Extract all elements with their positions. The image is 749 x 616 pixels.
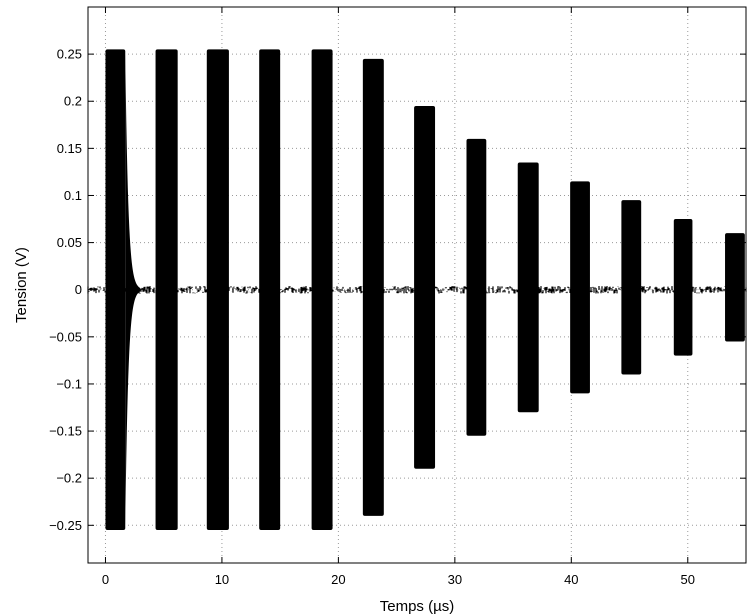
y-tick-label: 0.15	[57, 141, 82, 156]
x-tick-label: 40	[564, 572, 578, 587]
x-tick-label: 10	[215, 572, 229, 587]
x-tick-label: 20	[331, 572, 345, 587]
y-tick-label: −0.15	[49, 424, 82, 439]
y-tick-label: −0.25	[49, 518, 82, 533]
y-tick-label: 0	[75, 282, 82, 297]
y-tick-label: −0.2	[56, 471, 82, 486]
y-tick-label: −0.1	[56, 376, 82, 391]
plot-frame	[87, 6, 747, 564]
y-tick-label: 0.2	[64, 94, 82, 109]
y-tick-label: 0.1	[64, 188, 82, 203]
y-axis-label: Tension (V)	[13, 247, 30, 323]
x-axis-label: Temps (µs)	[380, 598, 454, 615]
burst	[621, 200, 642, 375]
burst	[725, 233, 745, 342]
ringdown-envelope	[125, 54, 141, 526]
burst	[466, 138, 487, 436]
burst	[311, 49, 333, 531]
burst	[105, 49, 126, 531]
x-tick-label: 0	[102, 572, 109, 587]
burst	[570, 181, 590, 394]
burst	[673, 219, 693, 356]
burst	[259, 49, 281, 531]
burst	[206, 49, 229, 531]
signal-plot	[87, 49, 747, 531]
y-tick-label: −0.05	[49, 329, 82, 344]
burst	[517, 162, 539, 413]
y-tick-label: 0.05	[57, 235, 82, 250]
x-tick-label: 50	[681, 572, 695, 587]
y-tick-label: 0.25	[57, 47, 82, 62]
x-tick-label: 30	[448, 572, 462, 587]
axes: 0 10 20 30 40 50 0.25 0.2 0.15 0.1 0.05 0 −0.05 −0.1 −…	[49, 6, 747, 587]
burst	[155, 49, 178, 531]
burst	[362, 58, 384, 516]
burst	[414, 105, 436, 469]
